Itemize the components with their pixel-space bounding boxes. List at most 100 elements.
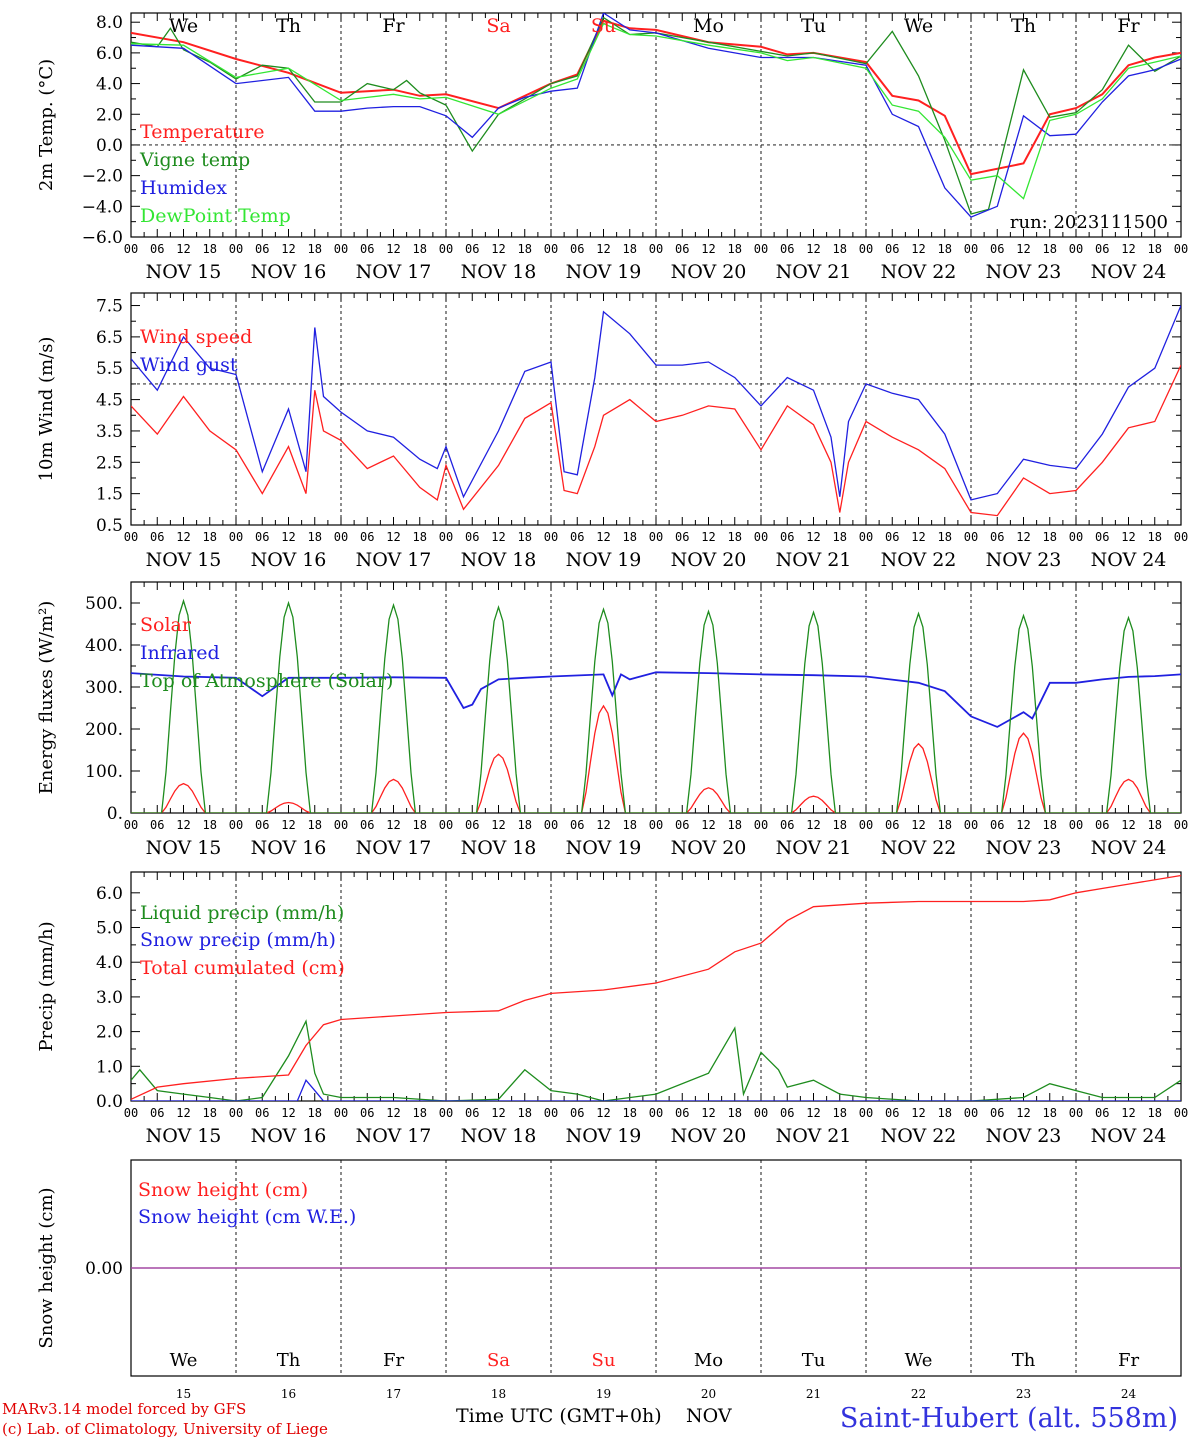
panel-2: 00 06 12 18 00 06 12 18 00 06 12 18 00 06 12 18 00 06 12 18… [36,292,1188,571]
y-tick-label: 300. [85,678,123,698]
y-tick-label: 0. [107,804,123,824]
date-label: NOV 22 [881,261,957,283]
hour-tick-label: 00 [649,1106,663,1120]
date-label: NOV 15 [146,837,222,859]
hour-tick-label: 06 [990,818,1004,832]
hour-tick-label: 18 [623,1106,637,1120]
hour-tick-label: 12 [701,242,715,256]
hour-tick-label: 00 [544,1106,558,1120]
hour-tick-label: 00 [754,818,768,832]
date-label: NOV 21 [776,261,852,283]
hour-tick-label: 12 [701,1106,715,1120]
hour-tick-label: 06 [675,1106,689,1120]
day-number-label: 23 [1016,1387,1031,1401]
weekday-label: Fr [383,1350,404,1371]
y-tick-label: 0.0 [96,1092,123,1112]
hour-tick-label: 12 [176,818,190,832]
day-number-label: 17 [386,1387,401,1401]
y-axis-label: Precip (mm/h) [36,921,57,1051]
legend-entry: Top of Atmosphere (Solar) [140,670,393,692]
hour-tick-label: 12 [806,1106,820,1120]
hour-tick-label: 12 [1121,1106,1135,1120]
hour-tick-label: 00 [1069,242,1083,256]
hour-tick-label: 06 [570,242,584,256]
y-tick-label: 5.5 [96,359,123,379]
hour-tick-label: 06 [570,818,584,832]
hour-tick-label: 00 [229,1106,243,1120]
date-label: NOV 23 [986,549,1062,571]
hour-tick-label: 12 [596,242,610,256]
date-label: NOV 24 [1091,1125,1167,1147]
hour-tick-label: 12 [1016,818,1030,832]
hour-tick-label: 06 [465,1106,479,1120]
day-number-label: 19 [596,1387,611,1401]
hour-tick-label: 00 [859,530,873,544]
day-number-label: 20 [701,1387,716,1401]
legend-entry: Humidex [140,177,227,199]
hour-tick-label: 18 [1043,1106,1057,1120]
series-line-Top of Atmosphere (Solar) [131,598,1181,813]
hour-tick-label: 00 [439,1106,453,1120]
weekday-label: We [169,15,198,37]
hour-tick-label: 18 [938,242,952,256]
hour-tick-label: 18 [308,242,322,256]
y-tick-label: 6.5 [96,328,123,348]
panel-4: 00 06 12 18 00 06 12 18 00 06 12 18 00 06 12 18 00 06 12 18… [36,871,1188,1147]
run-annotation: run: 2023111500 [1010,212,1168,233]
hour-tick-label: 00 [439,242,453,256]
weekday-label: Su [592,1350,616,1371]
date-label: NOV 18 [461,1125,537,1147]
hour-tick-label: 00 [124,242,138,256]
month-label: NOV [686,1405,732,1427]
y-tick-label: 6.0 [96,44,123,64]
hour-tick-label: 00 [1174,1106,1188,1120]
hour-tick-label: 00 [334,818,348,832]
hour-tick-label: 18 [938,818,952,832]
hour-tick-label: 00 [754,242,768,256]
hour-tick-label: 18 [203,1106,217,1120]
hour-tick-label: 00 [439,530,453,544]
hour-tick-label: 18 [413,530,427,544]
hour-tick-label: 06 [465,530,479,544]
date-label: NOV 20 [671,549,747,571]
hour-tick-label: 00 [334,1106,348,1120]
date-label: NOV 17 [356,549,432,571]
hour-tick-label: 12 [386,242,400,256]
y-tick-label: 7.5 [96,297,123,317]
date-label: NOV 17 [356,837,432,859]
hour-tick-label: 18 [833,818,847,832]
y-tick-label: 3.0 [96,988,123,1008]
hour-tick-label: 12 [176,530,190,544]
hour-tick-label: 00 [124,1106,138,1120]
y-tick-label: 4.0 [96,75,123,95]
hour-tick-label: 18 [623,242,637,256]
hour-tick-label: 12 [281,1106,295,1120]
series-group [131,598,1181,813]
y-axis-label: Snow height (cm) [36,1187,57,1348]
hour-tick-label: 18 [1043,242,1057,256]
series-line-Liquid precip (mm/h) [131,1019,1181,1101]
hour-tick-label: 18 [308,818,322,832]
hour-tick-label: 18 [1043,530,1057,544]
weekday-label: Th [1012,1350,1036,1371]
legend-entry: Solar [140,614,192,636]
legend-entry: Snow precip (mm/h) [140,929,336,951]
hour-tick-label: 12 [1121,818,1135,832]
hour-tick-label: 00 [754,530,768,544]
hour-tick-label: 12 [491,530,505,544]
plot-frame [130,12,1182,238]
y-tick-label: 500. [85,594,123,614]
hour-tick-label: 00 [859,818,873,832]
y-tick-label: 200. [85,720,123,740]
weekday-label: Fr [382,15,405,37]
hour-tick-label: 06 [675,242,689,256]
date-label: NOV 18 [461,837,537,859]
y-tick-label: 400. [85,636,123,656]
hour-tick-label: 12 [281,818,295,832]
hour-tick-label: 18 [203,242,217,256]
hour-tick-label: 18 [728,818,742,832]
date-label: NOV 15 [146,261,222,283]
hour-tick-label: 06 [1095,1106,1109,1120]
hour-tick-label: 12 [176,242,190,256]
hour-tick-label: 18 [1148,242,1162,256]
